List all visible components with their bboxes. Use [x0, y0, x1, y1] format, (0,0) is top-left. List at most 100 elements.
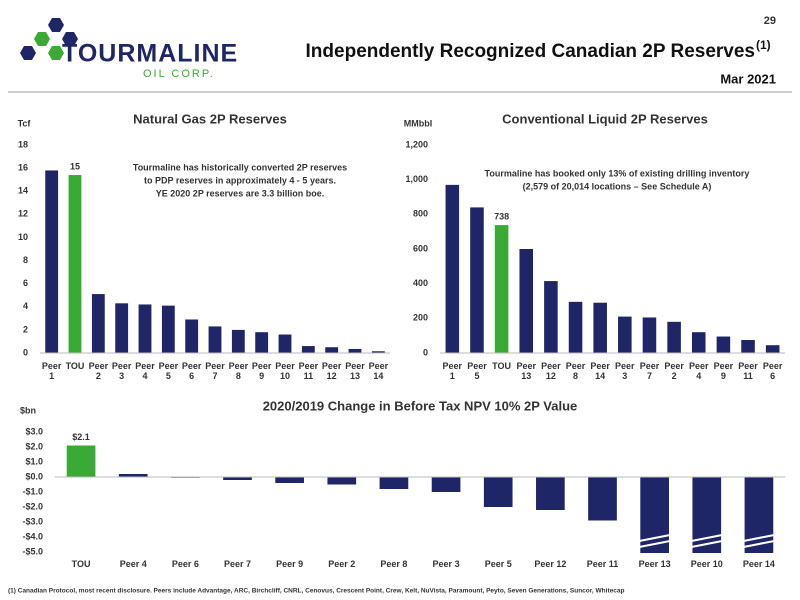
x-tick-label: Peer 13 — [345, 361, 365, 381]
x-tick-label: Peer 6 — [181, 361, 202, 381]
x-tick-label: Peer 9 — [713, 361, 734, 381]
bar — [91, 294, 105, 353]
bar — [445, 184, 460, 353]
y-tick-label: 18 — [18, 139, 28, 149]
y-tick-label: -$5.0 — [22, 546, 43, 556]
y-tick-label: 12 — [18, 209, 28, 219]
y-tick-label: -$2.0 — [22, 501, 43, 511]
logo-name: TOURMALINE — [62, 40, 238, 68]
y-tick-label: 14 — [18, 186, 28, 196]
bar — [223, 477, 252, 480]
annotation: to PDP reserves in approximately 4 - 5 y… — [144, 175, 336, 185]
y-tick-label: 10 — [18, 232, 28, 242]
x-tick-label: Peer 14 — [368, 361, 389, 381]
axis-break — [691, 534, 723, 542]
chart-title: 2020/2019 Change in Before Tax NPV 10% 2… — [263, 398, 578, 413]
bar — [470, 207, 484, 353]
y-tick-label: 4 — [23, 301, 28, 311]
x-tick-label: Peer 13 — [516, 361, 537, 381]
bar — [716, 336, 731, 353]
bar — [744, 477, 774, 553]
bar — [327, 477, 357, 485]
bar — [185, 319, 199, 353]
y-tick-label: $2.0 — [25, 441, 43, 451]
bar — [231, 329, 245, 353]
bar — [255, 332, 269, 353]
y-tick-label: 800 — [413, 209, 428, 219]
x-tick-label: Peer 12 — [321, 361, 342, 381]
bar — [208, 326, 222, 353]
y-tick-label: $3.0 — [25, 426, 43, 436]
x-tick-label: Peer 3 — [432, 559, 460, 569]
y-tick-label: -$4.0 — [22, 531, 43, 541]
chart-title: Natural Gas 2P Reserves — [133, 111, 287, 126]
y-tick-label: 200 — [413, 313, 428, 323]
bar — [161, 305, 175, 353]
x-tick-label: Peer 3 — [615, 361, 635, 381]
bar — [519, 249, 534, 353]
x-tick-label: Peer 3 — [111, 361, 132, 381]
x-tick-label: Peer 1 — [442, 361, 463, 381]
bar — [536, 477, 565, 510]
x-tick-label: Peer 5 — [158, 361, 179, 381]
bar — [640, 477, 669, 553]
bar — [691, 332, 706, 353]
bar — [483, 477, 513, 507]
bar — [618, 316, 632, 353]
logo-mark — [20, 18, 78, 60]
y-axis-unit: MMbbl — [404, 118, 433, 128]
page-number: 29 — [764, 15, 776, 27]
y-tick-label: $0.0 — [25, 471, 43, 481]
x-tick-label: Peer 5 — [484, 559, 512, 569]
bar — [115, 303, 129, 353]
x-tick-label: Peer 4 — [119, 559, 147, 569]
x-tick-label: Peer 6 — [171, 559, 199, 569]
x-tick-label: Peer 10 — [690, 559, 723, 569]
x-tick-label: Peer 7 — [223, 559, 251, 569]
bar — [593, 302, 607, 353]
y-tick-label: 1,200 — [405, 139, 428, 149]
x-tick-label: Peer 7 — [205, 361, 225, 381]
x-tick-label: TOU — [65, 361, 85, 371]
bar — [588, 477, 617, 521]
bar — [371, 351, 385, 353]
x-tick-label: Peer 6 — [762, 361, 783, 381]
x-tick-label: Peer 12 — [534, 559, 567, 569]
axis-break — [743, 534, 775, 542]
x-tick-label: Peer 8 — [565, 361, 586, 381]
x-tick-label: Peer 8 — [380, 559, 408, 569]
x-tick-label: Peer 7 — [639, 361, 660, 381]
bar — [138, 304, 152, 353]
bar — [431, 477, 461, 492]
y-tick-label: 6 — [23, 278, 28, 288]
x-tick-label: Peer 4 — [688, 361, 709, 381]
x-tick-label: Peer 14 — [742, 559, 775, 569]
bars — [66, 445, 774, 553]
bar — [568, 301, 583, 353]
y-axis-unit: Tcf — [18, 118, 32, 128]
x-tick-label: Peer 12 — [541, 361, 561, 381]
y-tick-label: -$1.0 — [22, 486, 43, 496]
x-tick-label: Peer 9 — [276, 559, 304, 569]
bar — [301, 346, 315, 353]
bar — [765, 345, 780, 353]
axis-break — [639, 540, 671, 548]
value-label: 738 — [494, 211, 509, 221]
x-tick-label: Peer 11 — [738, 361, 758, 381]
x-tick-label: Peer 11 — [586, 559, 619, 569]
bar — [642, 317, 657, 353]
x-tick-label: Peer 4 — [135, 361, 155, 381]
annotation: YE 2020 2P reserves are 3.3 billion boe. — [156, 188, 324, 198]
bar — [325, 347, 339, 353]
y-tick-label: 8 — [23, 255, 28, 265]
y-tick-label: 2 — [23, 324, 28, 334]
chart-title: Conventional Liquid 2P Reserves — [502, 111, 708, 126]
x-tick-label: TOU — [71, 559, 91, 569]
x-tick-label: TOU — [492, 361, 512, 371]
bar — [667, 321, 681, 353]
value-label: $2.1 — [72, 432, 90, 442]
y-tick-label: 600 — [413, 243, 428, 253]
x-tick-label: Peer 13 — [638, 559, 671, 569]
